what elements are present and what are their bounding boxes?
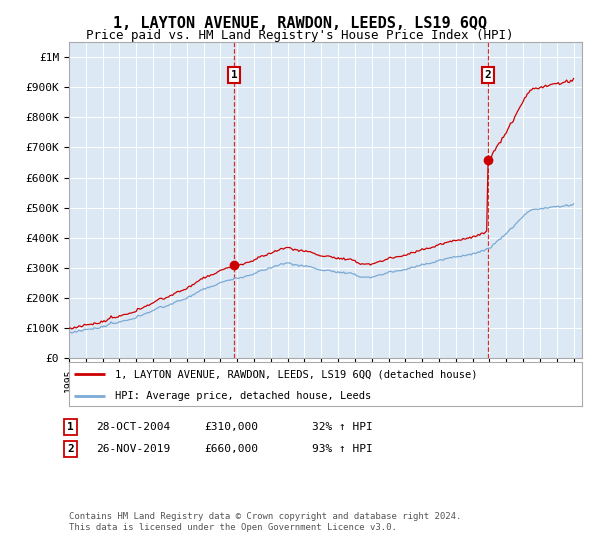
Text: 2: 2	[484, 70, 491, 80]
Text: £660,000: £660,000	[204, 444, 258, 454]
Text: £310,000: £310,000	[204, 422, 258, 432]
Text: 26-NOV-2019: 26-NOV-2019	[96, 444, 170, 454]
Text: Price paid vs. HM Land Registry's House Price Index (HPI): Price paid vs. HM Land Registry's House …	[86, 29, 514, 42]
Text: 93% ↑ HPI: 93% ↑ HPI	[312, 444, 373, 454]
Text: HPI: Average price, detached house, Leeds: HPI: Average price, detached house, Leed…	[115, 391, 371, 402]
Text: 2: 2	[67, 444, 74, 454]
Text: 1, LAYTON AVENUE, RAWDON, LEEDS, LS19 6QQ: 1, LAYTON AVENUE, RAWDON, LEEDS, LS19 6Q…	[113, 16, 487, 31]
Text: This data is licensed under the Open Government Licence v3.0.: This data is licensed under the Open Gov…	[69, 523, 397, 533]
Text: 1: 1	[231, 70, 238, 80]
Text: 1: 1	[67, 422, 74, 432]
Text: 1, LAYTON AVENUE, RAWDON, LEEDS, LS19 6QQ (detached house): 1, LAYTON AVENUE, RAWDON, LEEDS, LS19 6Q…	[115, 369, 478, 379]
Text: 32% ↑ HPI: 32% ↑ HPI	[312, 422, 373, 432]
Text: 28-OCT-2004: 28-OCT-2004	[96, 422, 170, 432]
Text: Contains HM Land Registry data © Crown copyright and database right 2024.: Contains HM Land Registry data © Crown c…	[69, 512, 461, 521]
